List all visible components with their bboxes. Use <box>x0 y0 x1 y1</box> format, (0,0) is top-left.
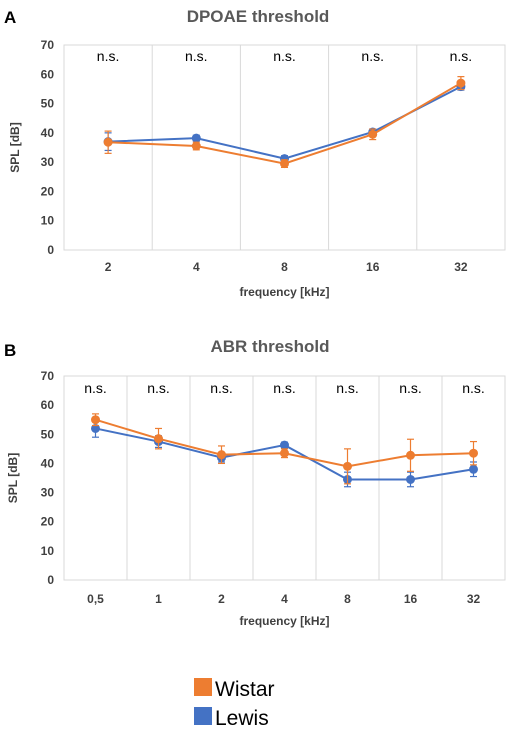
abr-y-axis-label: SPL [dB] <box>6 453 20 503</box>
dpoae-significance-label: n.s. <box>361 48 384 64</box>
dpoae-chart: DPOAE threshold 0 10 20 30 40 50 60 70 2 4 8 16 32 fre… <box>8 7 506 299</box>
panel-a-letter: A <box>4 8 16 27</box>
abr-wistar-point <box>91 415 100 425</box>
dpoae-x-axis-label: frequency [kHz] <box>239 285 329 299</box>
dpoae-wistar-point <box>280 159 289 169</box>
dpoae-wistar-point <box>191 141 201 151</box>
dpoae-chart-title: DPOAE threshold <box>187 7 330 26</box>
dpoae-y-tick-label: 10 <box>41 214 55 228</box>
abr-x-tick-label: 4 <box>281 592 288 606</box>
abr-wistar-point <box>406 450 415 460</box>
abr-chart: ABR threshold 0 10 20 30 40 50 60 70 0,5 1 2 4 8 16 32 f… <box>6 337 506 628</box>
dpoae-wistar-line <box>108 82 462 165</box>
abr-significance-label: n.s. <box>336 380 359 396</box>
abr-y-tick-label: 40 <box>41 456 55 470</box>
legend-item-lewis: Lewis <box>194 707 269 730</box>
abr-significance-label: n.s. <box>399 380 422 396</box>
dpoae-significance-label: n.s. <box>185 48 208 64</box>
abr-wistar-point <box>280 448 289 458</box>
legend-label-lewis: Lewis <box>215 707 269 730</box>
abr-y-tick-label: 10 <box>41 544 55 558</box>
dpoae-significance-label: n.s. <box>97 48 120 64</box>
legend-item-wistar: Wistar <box>194 678 275 701</box>
abr-wistar-point <box>469 448 478 458</box>
abr-x-tick-label: 16 <box>404 592 418 606</box>
dpoae-lewis-line <box>108 85 462 160</box>
dpoae-significance-label: n.s. <box>450 48 473 64</box>
legend: Wistar Lewis <box>194 678 275 730</box>
dpoae-plot-frame <box>63 44 506 251</box>
abr-y-tick-label: 30 <box>41 486 55 500</box>
dpoae-y-tick-label: 0 <box>47 243 54 257</box>
dpoae-x-tick-label: 2 <box>105 260 112 274</box>
dpoae-y-tick-label: 20 <box>41 184 55 198</box>
abr-y-tick-label: 0 <box>47 573 54 587</box>
abr-x-axis-label: frequency [kHz] <box>239 614 329 628</box>
abr-y-tick-label: 50 <box>41 427 55 441</box>
abr-x-tick-label: 0,5 <box>87 592 104 606</box>
dpoae-wistar-point <box>103 137 113 147</box>
dpoae-y-tick-label: 60 <box>41 67 55 81</box>
abr-chart-title: ABR threshold <box>211 337 330 356</box>
abr-wistar-point <box>343 461 352 471</box>
abr-wistar-point <box>217 450 226 460</box>
abr-y-tick-label: 60 <box>41 398 55 412</box>
dpoae-x-tick-label: 16 <box>366 260 380 274</box>
abr-x-tick-label: 8 <box>344 592 351 606</box>
dpoae-y-tick-label: 40 <box>41 126 55 140</box>
dpoae-significance-label: n.s. <box>273 48 296 64</box>
abr-lewis-point <box>406 474 415 484</box>
abr-plot-frame <box>63 375 506 581</box>
dpoae-wistar-point <box>368 129 378 139</box>
abr-x-tick-label: 1 <box>155 592 162 606</box>
legend-swatch-lewis <box>194 707 212 725</box>
abr-significance-label: n.s. <box>273 380 296 396</box>
dpoae-y-tick-label: 50 <box>41 97 55 111</box>
abr-significance-label: n.s. <box>147 380 170 396</box>
dpoae-x-tick-label: 32 <box>454 260 468 274</box>
legend-swatch-wistar <box>194 678 212 696</box>
abr-x-tick-label: 32 <box>467 592 481 606</box>
dpoae-y-tick-label: 30 <box>41 155 55 169</box>
abr-lewis-point <box>469 464 478 474</box>
abr-y-tick-label: 20 <box>41 515 55 529</box>
abr-y-tick-label: 70 <box>41 369 55 383</box>
abr-x-tick-label: 2 <box>218 592 225 606</box>
dpoae-y-tick-label: 70 <box>41 38 55 52</box>
abr-significance-label: n.s. <box>84 380 107 396</box>
dpoae-y-axis-label: SPL [dB] <box>8 122 22 172</box>
legend-label-wistar: Wistar <box>215 678 275 701</box>
abr-lewis-point <box>280 440 289 450</box>
dpoae-x-tick-label: 4 <box>193 260 200 274</box>
abr-significance-label: n.s. <box>462 380 485 396</box>
panel-b-letter: B <box>4 341 16 360</box>
abr-significance-label: n.s. <box>210 380 233 396</box>
dpoae-wistar-point <box>456 78 466 88</box>
dpoae-x-tick-label: 8 <box>281 260 288 274</box>
abr-wistar-point <box>154 434 163 444</box>
dpoae-lewis-point <box>191 133 201 143</box>
